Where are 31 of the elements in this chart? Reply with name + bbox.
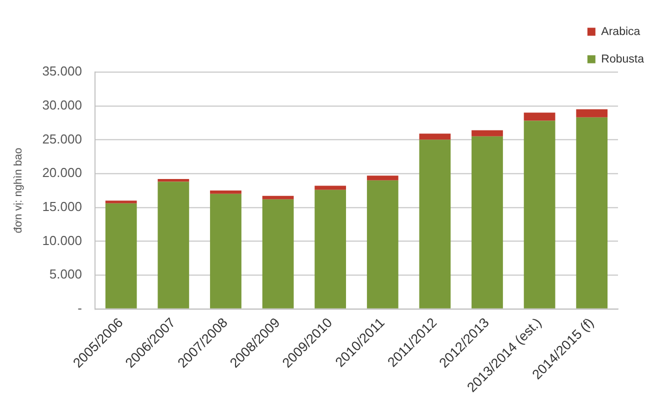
bar [472,136,503,308]
legend-label: Arabica [601,26,641,38]
bar [210,190,242,194]
bar [366,180,398,308]
bar [314,186,346,190]
y-tick-label: - [78,300,82,316]
bar [419,134,451,140]
y-tick-label: 10.000 [42,232,82,248]
bar [105,200,137,204]
bar [576,117,608,308]
bar [262,199,294,308]
bar [210,194,242,308]
y-axis-title: đơn vị: nghìn bao [12,148,25,234]
bar [472,130,503,136]
bar [158,182,190,308]
bar [524,112,556,121]
bar [158,179,190,182]
legend-label: Robusta [601,53,645,66]
y-tick-label: 20.000 [42,165,82,180]
y-tick-label: 35.000 [42,64,82,79]
bar [366,176,398,180]
bar [419,140,451,308]
bar [262,196,294,200]
bar [524,120,556,308]
y-tick-label: 15.000 [42,199,82,214]
bar [314,190,346,308]
bar [105,203,137,308]
y-tick-label: 25.000 [42,131,82,146]
bar [576,109,608,118]
y-tick-label: 5.000 [49,266,82,282]
y-tick-label: 30.000 [42,97,82,112]
